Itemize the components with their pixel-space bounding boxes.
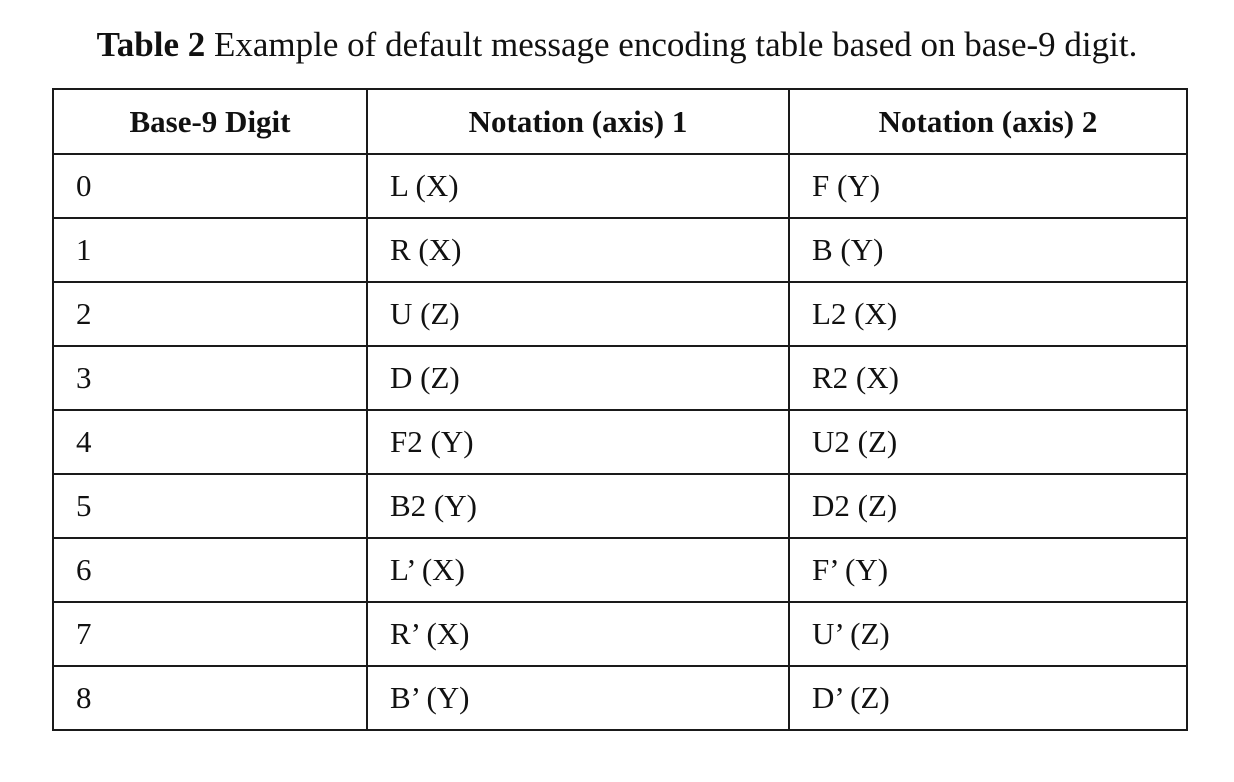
notation-axis-2-cell: U2 (Z) xyxy=(788,409,1188,475)
table-row: 4 F2 (Y) U2 (Z) xyxy=(52,409,1188,475)
notation-axis-2-cell: F’ (Y) xyxy=(788,537,1188,603)
notation-axis-2-cell: D2 (Z) xyxy=(788,473,1188,539)
table-row: 7 R’ (X) U’ (Z) xyxy=(52,601,1188,667)
digit-cell: 8 xyxy=(52,665,368,731)
digit-cell: 1 xyxy=(52,217,368,283)
digit-cell: 7 xyxy=(52,601,368,667)
notation-axis-1-cell: B2 (Y) xyxy=(366,473,790,539)
notation-axis-1-cell: R (X) xyxy=(366,217,790,283)
digit-cell: 2 xyxy=(52,281,368,347)
table-caption: Table 2 Example of default message encod… xyxy=(0,24,1234,66)
table-header-row: Base-9 Digit Notation (axis) 1 Notation … xyxy=(52,88,1188,155)
digit-cell: 4 xyxy=(52,409,368,475)
table-row: 5 B2 (Y) D2 (Z) xyxy=(52,473,1188,539)
notation-axis-1-cell: B’ (Y) xyxy=(366,665,790,731)
notation-axis-2-cell: F (Y) xyxy=(788,153,1188,219)
encoding-table: Base-9 Digit Notation (axis) 1 Notation … xyxy=(52,88,1188,731)
notation-axis-1-cell: L’ (X) xyxy=(366,537,790,603)
notation-axis-1-cell: R’ (X) xyxy=(366,601,790,667)
header-notation-axis-1: Notation (axis) 1 xyxy=(366,88,790,155)
notation-axis-1-cell: F2 (Y) xyxy=(366,409,790,475)
notation-axis-2-cell: R2 (X) xyxy=(788,345,1188,411)
caption-label: Table 2 xyxy=(96,25,206,64)
notation-axis-1-cell: U (Z) xyxy=(366,281,790,347)
notation-axis-2-cell: D’ (Z) xyxy=(788,665,1188,731)
header-notation-axis-2: Notation (axis) 2 xyxy=(788,88,1188,155)
table-row: 6 L’ (X) F’ (Y) xyxy=(52,537,1188,603)
header-base9-digit: Base-9 Digit xyxy=(52,88,368,155)
digit-cell: 3 xyxy=(52,345,368,411)
notation-axis-1-cell: D (Z) xyxy=(366,345,790,411)
digit-cell: 6 xyxy=(52,537,368,603)
notation-axis-2-cell: L2 (X) xyxy=(788,281,1188,347)
digit-cell: 0 xyxy=(52,153,368,219)
notation-axis-1-cell: L (X) xyxy=(366,153,790,219)
notation-axis-2-cell: B (Y) xyxy=(788,217,1188,283)
table-row: 8 B’ (Y) D’ (Z) xyxy=(52,665,1188,731)
notation-axis-2-cell: U’ (Z) xyxy=(788,601,1188,667)
caption-text: Example of default message encoding tabl… xyxy=(214,25,1138,64)
digit-cell: 5 xyxy=(52,473,368,539)
